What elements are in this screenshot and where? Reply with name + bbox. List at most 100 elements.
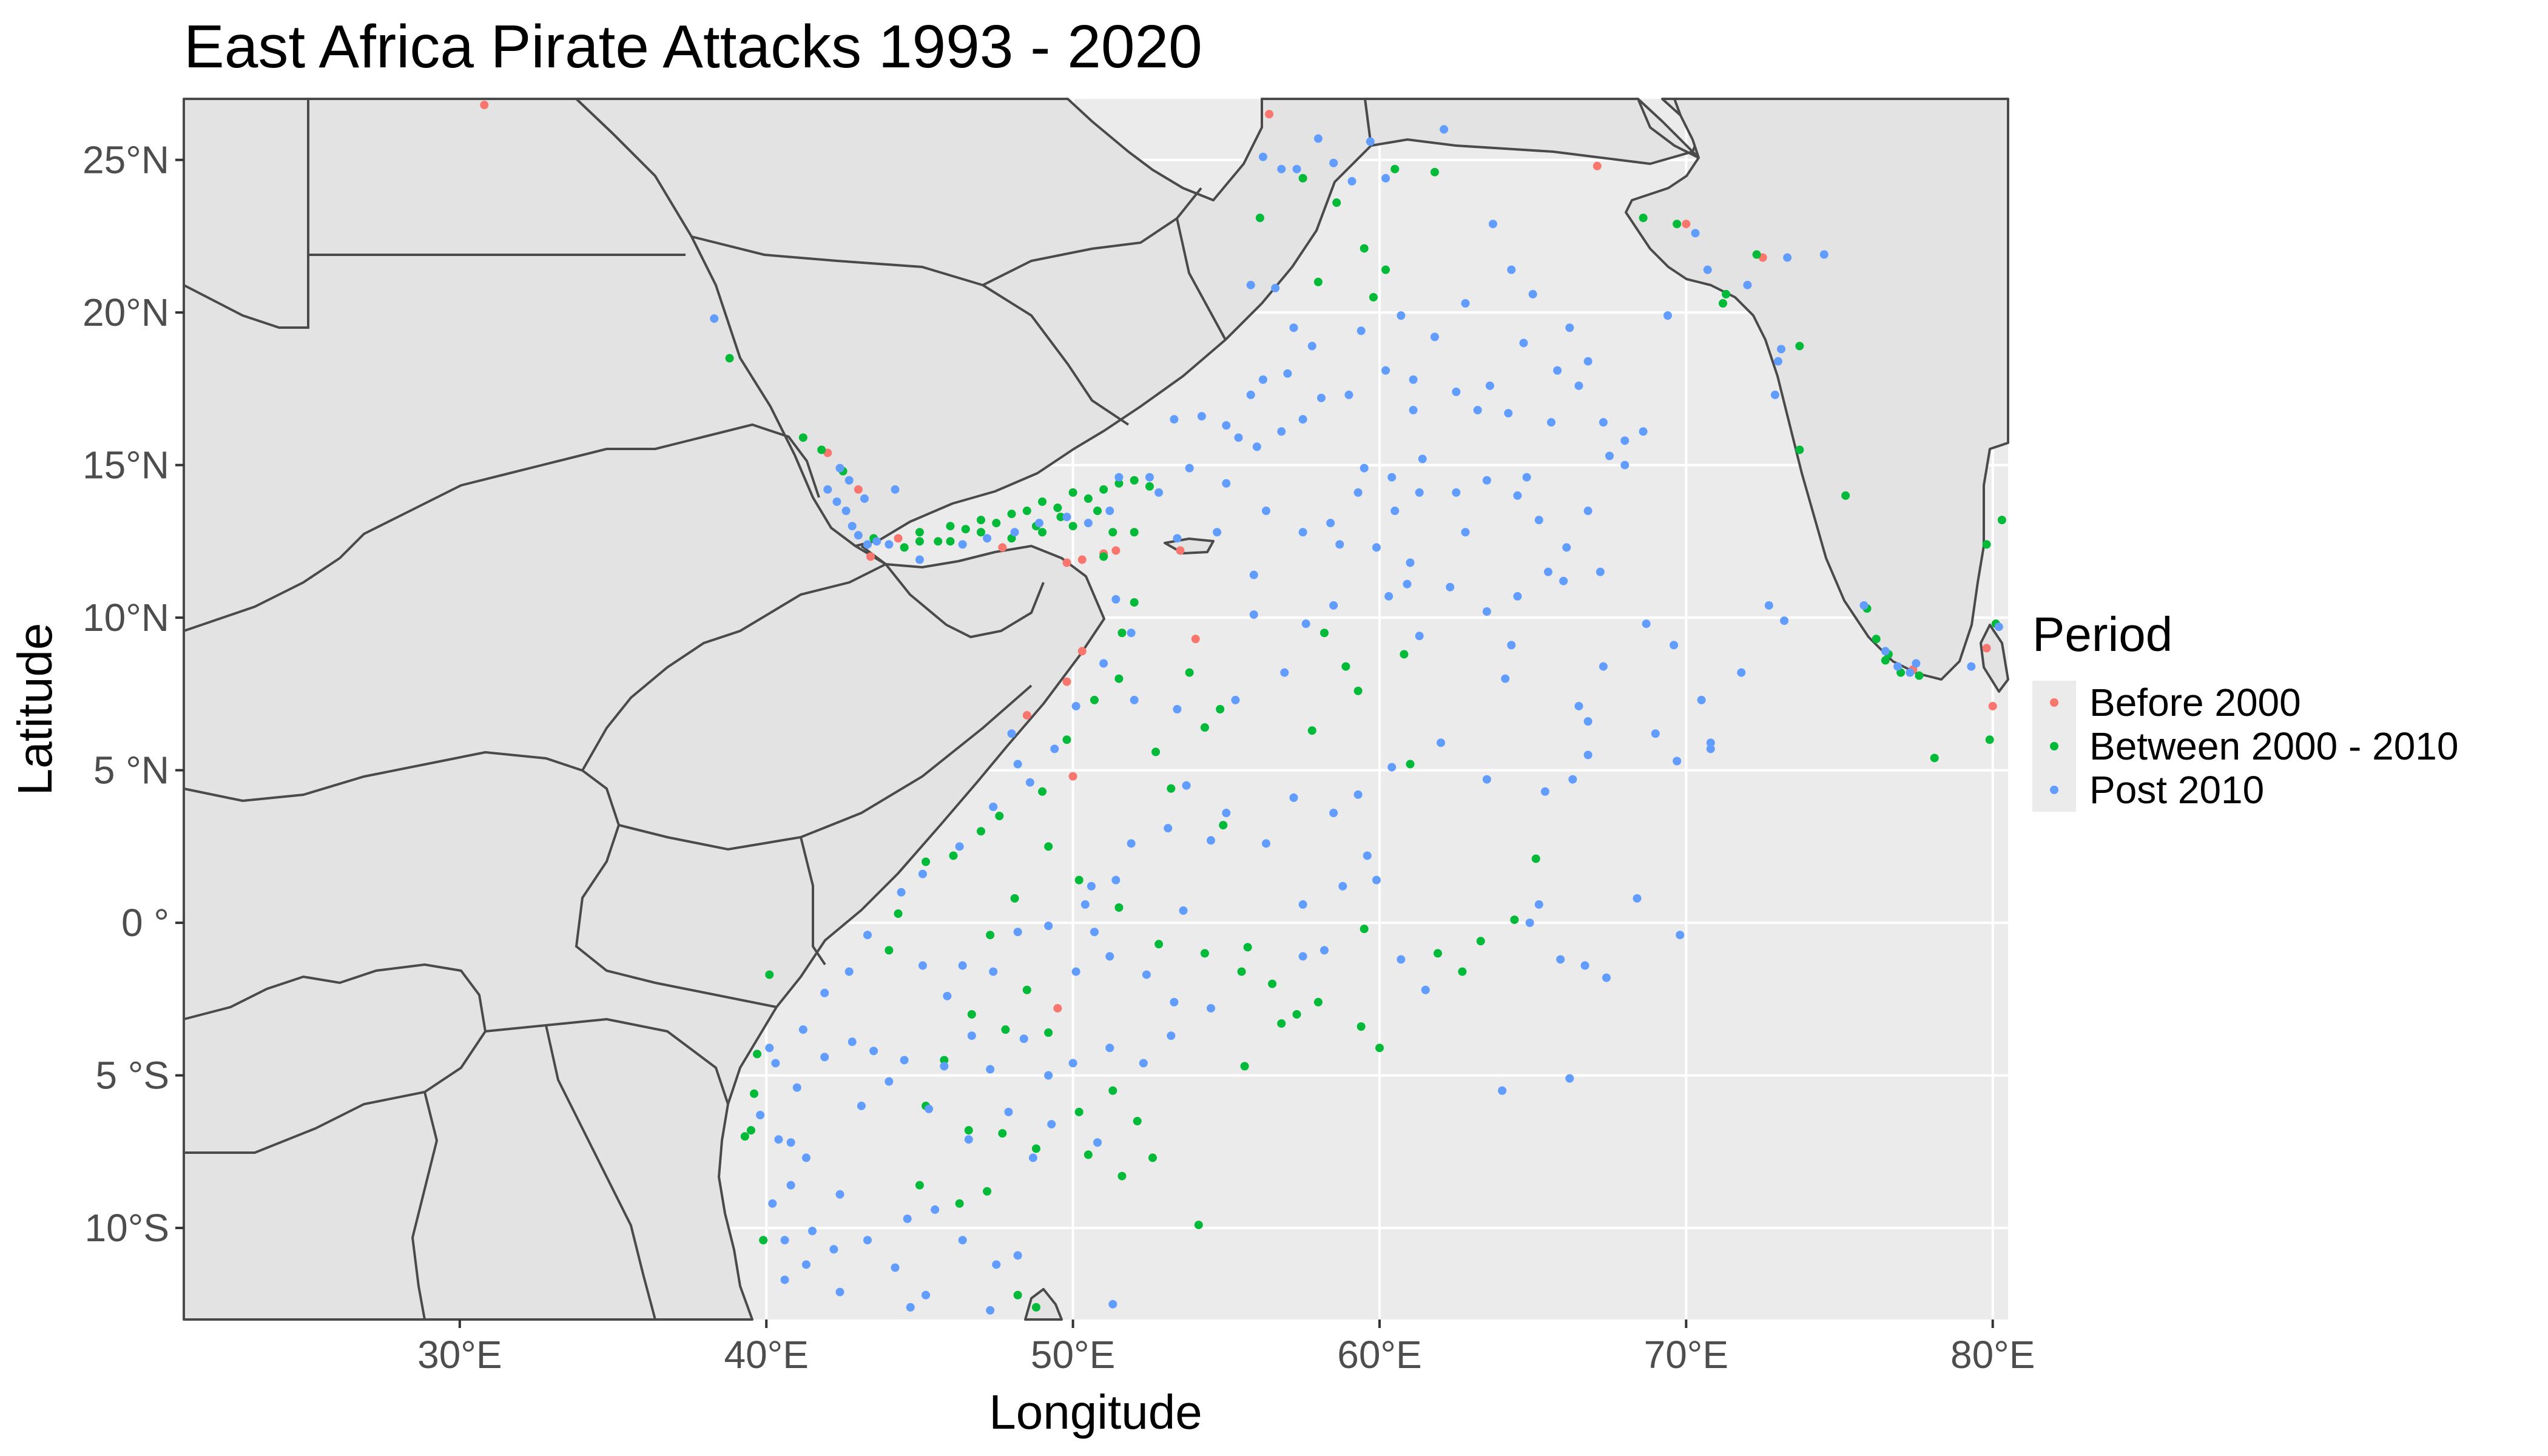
attack-point [1485,381,1494,390]
attack-point [1605,451,1614,460]
attack-point [765,1043,774,1053]
attack-point [1329,809,1338,818]
attack-point [746,1126,755,1135]
y-tick-label: 10°S [85,1206,169,1250]
attack-point [1519,339,1528,348]
attack-point [1363,851,1372,860]
attack-point [820,988,829,997]
attack-point [1357,1022,1366,1031]
attack-point [786,1181,795,1190]
attack-point [891,485,900,494]
attack-point [1219,821,1228,830]
attack-point [1458,967,1467,976]
attack-point [1673,220,1682,229]
attack-point [1114,674,1124,683]
attack-point [1074,1107,1084,1116]
attack-point [1080,900,1090,909]
attack-point [949,851,958,860]
attack-point [1292,164,1301,174]
attack-point [1599,418,1608,427]
attack-point [1488,220,1497,229]
attack-point [1691,229,1700,238]
attack-point [1200,723,1209,732]
attack-point [1222,479,1231,488]
attack-point [1170,415,1179,424]
attack-point [1053,1003,1062,1013]
attack-point [1528,289,1537,298]
attack-point [1540,787,1549,796]
attack-point [1197,412,1206,421]
attack-point [1360,244,1369,253]
attack-point [1381,265,1390,274]
attack-point [1090,695,1099,704]
attack-point [786,1138,795,1147]
attack-point [798,1025,807,1034]
attack-point [1313,134,1323,143]
attack-point [1031,1144,1040,1153]
attack-point [1035,519,1044,528]
attack-point [780,1236,789,1245]
attack-point [1433,949,1442,958]
attack-point [844,476,854,485]
attack-point [1252,442,1261,451]
attack-point [1139,1059,1148,1068]
attack-point [1697,695,1706,704]
attack-point [915,1181,924,1190]
attack-point [1360,925,1369,934]
attack-point [1387,763,1397,772]
legend: Period Before 2000 Between 2000 - 2010 P… [2032,607,2458,812]
attack-point [995,812,1004,821]
attack-point [1173,705,1182,713]
attack-point [922,1290,931,1299]
attack-point [1452,488,1461,497]
attack-point [1347,177,1357,186]
attack-point [946,522,955,531]
attack-point [1906,668,1915,677]
attack-point [725,354,734,363]
attack-point [1231,695,1240,704]
attack-point [1673,757,1682,766]
attack-point [983,534,992,543]
attack-point [918,961,927,970]
attack-point [1553,366,1562,375]
attack-point [1108,528,1117,537]
attack-point [1044,1028,1053,1037]
attack-point [1084,1150,1093,1159]
attack-point [1556,955,1565,964]
attack-point [1583,750,1592,760]
attack-point [844,967,854,976]
attack-point [1261,839,1270,848]
attack-point [1357,326,1366,335]
attack-point [1145,482,1154,491]
attack-point [1298,952,1307,961]
attack-point [1841,491,1850,500]
attack-point [1277,427,1286,436]
attack-point [1071,701,1080,710]
attack-point [1031,1303,1040,1312]
attack-point [946,537,955,546]
attack-point [1670,641,1679,650]
attack-point [1982,644,1991,653]
attack-point [976,827,985,836]
attack-point [1819,250,1828,259]
attack-point [1397,955,1406,964]
attack-point [1056,513,1065,522]
attack-point [1360,463,1369,473]
attack-point [1062,513,1071,522]
attack-point [992,1260,1001,1269]
attack-point [964,1126,973,1135]
attack-point [1010,894,1019,903]
attack-point [1513,491,1522,500]
attack-point [1050,744,1059,753]
attack-point [1415,488,1424,497]
attack-point [1620,460,1630,470]
attack-point [1222,809,1231,818]
attack-point [1912,659,1921,668]
attack-point [1403,579,1412,588]
attack-point [1038,497,1047,506]
attack-point [1452,387,1461,396]
attack-point [1639,214,1648,223]
attack-point [1222,421,1231,430]
attack-point [1013,1251,1022,1260]
